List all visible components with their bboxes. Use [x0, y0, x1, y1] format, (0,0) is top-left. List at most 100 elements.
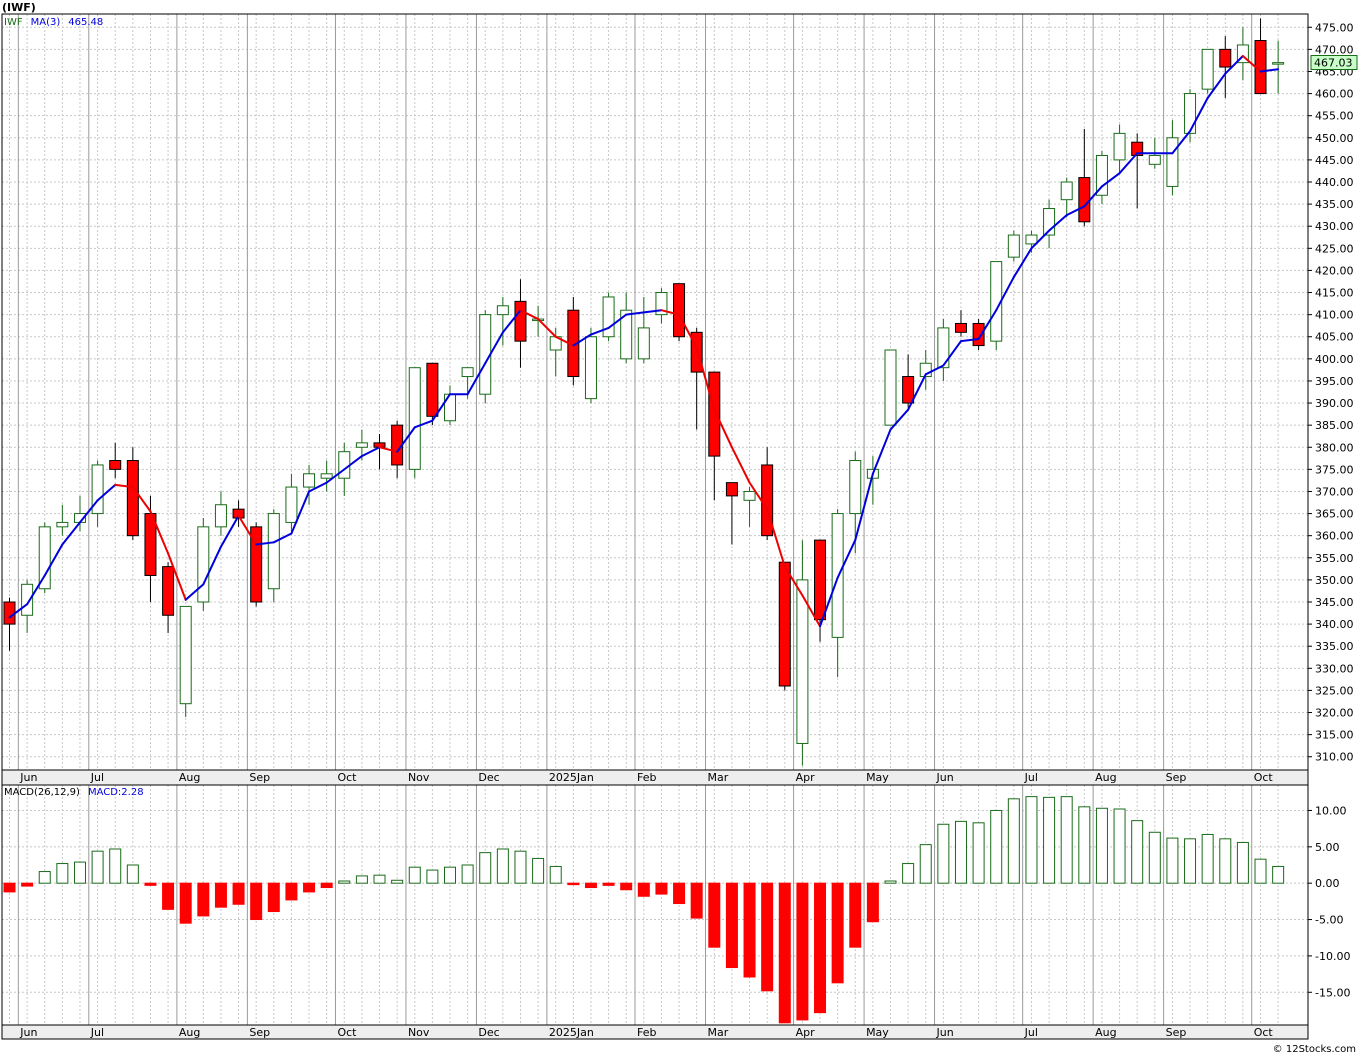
legend-macd-value: MACD:2.28 — [88, 787, 144, 798]
ma-segment — [519, 309, 540, 321]
ma-segment — [730, 446, 751, 484]
macd-month-label: Apr — [796, 1026, 816, 1039]
candle-body — [250, 526, 263, 603]
macd-bar — [197, 882, 210, 917]
macd-bar — [1025, 796, 1038, 884]
price-tick-label: 445.00 — [1315, 154, 1354, 167]
price-month-label: Jul — [1024, 771, 1038, 784]
price-month-label: Nov — [408, 771, 430, 784]
macd-bar — [866, 882, 879, 923]
macd-bar — [355, 875, 368, 884]
macd-month-label: Jun — [936, 1026, 954, 1039]
candle-body — [725, 482, 738, 497]
price-tick-label: 415.00 — [1315, 287, 1354, 300]
ma-segment — [484, 331, 504, 365]
macd-bar — [743, 882, 756, 978]
price-tick-label: 400.00 — [1315, 353, 1354, 366]
ma-segment — [219, 514, 240, 548]
candle-body — [584, 336, 597, 400]
ma-segment — [1241, 55, 1262, 73]
ma-segment — [836, 539, 857, 579]
macd-bar — [1148, 831, 1161, 884]
macd-bar — [602, 882, 615, 886]
ma-segment — [995, 276, 1015, 312]
ma-segment — [202, 545, 222, 586]
macd-bar — [461, 864, 474, 884]
ma-segment — [43, 543, 64, 577]
candle-body — [743, 490, 756, 501]
candle-body — [514, 300, 527, 342]
candle-body — [814, 539, 827, 621]
macd-bar — [444, 866, 456, 884]
price-tick-label: 435.00 — [1315, 198, 1354, 211]
macd-bar — [514, 850, 527, 884]
ma-segment — [96, 483, 117, 502]
macd-bar — [1219, 838, 1232, 884]
macd-tick-label: -10.00 — [1315, 950, 1350, 963]
macd-bar — [725, 882, 738, 969]
macd-bar — [303, 882, 316, 893]
price-tick-label: 315.00 — [1315, 729, 1354, 742]
candle-body — [1272, 62, 1285, 65]
macd-bar — [761, 882, 774, 992]
candle-body — [796, 579, 809, 744]
candle-body — [1025, 234, 1038, 245]
candle-body — [126, 460, 139, 537]
ma-segment — [607, 313, 628, 329]
candle-body — [1078, 177, 1091, 223]
price-tick-label: 440.00 — [1315, 176, 1354, 189]
macd-bar — [479, 852, 492, 884]
candle-body — [954, 322, 967, 333]
macd-bar — [38, 871, 51, 884]
price-tick-label: 325.00 — [1315, 684, 1354, 697]
macd-bar — [1113, 808, 1126, 884]
macd-bar — [250, 882, 263, 921]
macd-bar — [778, 882, 791, 1024]
price-tick-label: 340.00 — [1315, 618, 1354, 631]
macd-bar — [1254, 858, 1267, 884]
macd-bar — [1043, 796, 1056, 884]
macd-bar — [902, 863, 915, 884]
price-month-label: 2025Jan — [549, 771, 594, 784]
macd-panel-frame — [1, 784, 1309, 1040]
panel-frames — [1, 13, 1309, 1040]
macd-month-strip — [2, 1025, 1308, 1039]
ma-segment — [572, 333, 592, 347]
candle-body — [1236, 44, 1249, 64]
macd-bar — [1078, 806, 1091, 884]
ma-segment — [131, 486, 152, 513]
macd-bar — [584, 882, 597, 889]
ma-segment — [889, 408, 910, 431]
macd-bar — [21, 882, 34, 887]
candle-body — [637, 327, 650, 360]
price-tick-label: 370.00 — [1315, 485, 1354, 498]
ma-segment — [1224, 55, 1244, 75]
axes: 310.00 315.00 320.00 325.00 330.00 335.00 340.… — [2, 21, 1354, 1039]
candles — [3, 18, 1285, 766]
candle-body — [778, 561, 791, 687]
macd-month-label: Jul — [1024, 1026, 1038, 1039]
candle-body — [496, 305, 509, 316]
ma-segment — [660, 309, 681, 316]
ma-segment — [766, 508, 786, 568]
ma-segment — [871, 428, 892, 475]
macd-tick-label: 5.00 — [1315, 841, 1340, 854]
macd-bar — [73, 861, 86, 884]
price-month-label: Aug — [1095, 771, 1116, 784]
candle-body — [461, 367, 474, 378]
price-tick-label: 425.00 — [1315, 242, 1354, 255]
ma-segment — [1012, 247, 1033, 279]
macd-month-label: Nov — [408, 1026, 430, 1039]
candle-body — [408, 367, 421, 470]
ma-segment — [907, 373, 927, 411]
candle-body — [1148, 154, 1161, 165]
ma-segment — [360, 446, 381, 458]
ma-segment — [801, 594, 822, 628]
candle-body — [937, 327, 950, 369]
ma-segment — [1100, 172, 1121, 188]
last-price-label: 467.03 — [1314, 56, 1353, 69]
macd-bar — [179, 882, 192, 924]
price-tick-label: 310.00 — [1315, 751, 1354, 764]
candle-body — [1060, 181, 1073, 201]
price-tick-label: 395.00 — [1315, 375, 1354, 388]
